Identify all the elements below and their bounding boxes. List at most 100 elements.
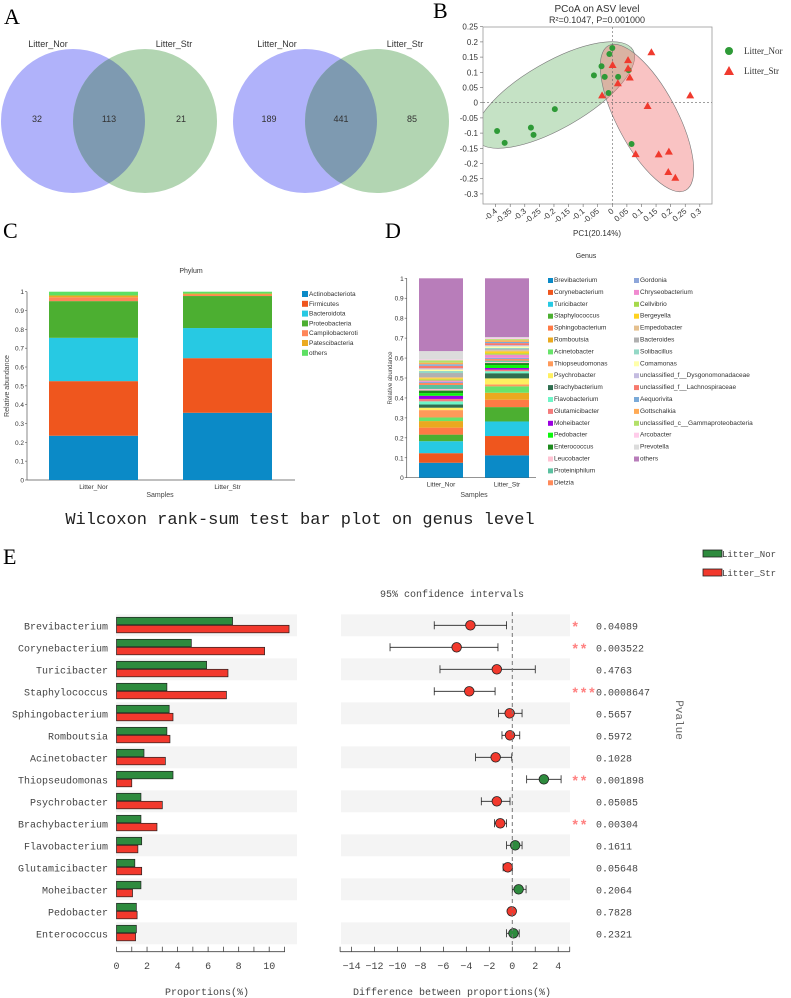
wilcoxon-plot: 95% confidence intervals Proportions(%) … [12, 549, 776, 998]
bar-segment-unclassified-f-dysgonomonadaceae [419, 368, 463, 370]
y-tick-label: 0.2 [15, 440, 24, 447]
genus-label: Flavobacterium [24, 841, 108, 853]
legend-label: Firmicutes [309, 301, 340, 308]
difference-point [491, 664, 503, 675]
legend-swatch [548, 313, 553, 319]
legend-label: Gordonia [640, 277, 667, 284]
legend-label: Corynebacterium [554, 289, 604, 296]
legend-label: unclassified_f__Lachnospiraceae [640, 384, 737, 391]
significance-stars: ** [571, 818, 588, 834]
legend-swatch [548, 456, 553, 462]
bar-segment-campilobacterota [183, 294, 272, 297]
y-tick-label: 0.5 [395, 376, 404, 383]
genus-label: Psychrobacter [30, 797, 108, 809]
x-tick-label: 0 [509, 962, 515, 973]
bar-litter-str [116, 866, 143, 876]
legend-label: Flavobacterium [554, 396, 598, 403]
table-row: Pedobacter 0.7828 [48, 902, 632, 919]
legend-label-nor: Litter_Nor [744, 46, 783, 56]
phylum-title: Phylum [179, 268, 203, 275]
y-tick-label: -0.3 [464, 190, 478, 199]
x-tick-label: 0 [606, 206, 616, 216]
genus-label: Romboutsia [48, 731, 108, 743]
bar-segment-firmicutes [183, 358, 272, 413]
table-row: Brachybacterium ** 0.00304 [18, 814, 638, 834]
bar-segment-others [485, 278, 529, 338]
bar-segment-prevotella [419, 351, 463, 360]
x-tick-label: 0.25 [671, 206, 689, 223]
table-row: Acinetobacter 0.1028 [30, 746, 632, 769]
legend-swatch [548, 480, 553, 486]
legend-swatch [634, 385, 639, 391]
y-tick-label: 0.8 [395, 316, 404, 323]
difference-xlabel: Difference between proportions(%) [353, 987, 551, 998]
bar-litter-str [116, 690, 227, 700]
y-tick-label: 0.3 [15, 421, 24, 428]
legend-swatch [302, 320, 308, 327]
point-litter-nor [494, 127, 501, 134]
bar-segment-bacteroidota [183, 328, 272, 359]
phylum-ylabel: Relative abundance [4, 355, 11, 417]
venn-label-nor: Litter_Nor [257, 39, 297, 49]
bar-segment-proteiniphilum [485, 360, 529, 362]
bar-segment-thiopseudomonas [485, 384, 529, 387]
pvalue-label: Pvalue [672, 700, 684, 740]
pcoa-subtitle: R²=0.1047, P=0.001000 [549, 15, 645, 25]
y-tick-label: -0.2 [464, 160, 478, 169]
legend-label: Leucobacter [554, 456, 591, 463]
legend-label-nor: Litter_Nor [722, 550, 776, 560]
x-tick-label: 4 [175, 962, 181, 973]
legend-swatch [548, 373, 553, 379]
difference-point [506, 906, 517, 917]
bar-segment-proteobacteria [49, 301, 138, 338]
table-row: Turicibacter 0.4763 [36, 658, 632, 681]
legend-swatch [634, 397, 639, 402]
point-litter-nor [598, 63, 605, 70]
y-tick-label: -0.25 [460, 175, 479, 184]
venn-count-shared: 441 [333, 114, 348, 124]
pvalue: 0.7828 [596, 908, 632, 919]
legend-swatch [548, 444, 553, 450]
point-litter-nor [601, 73, 608, 80]
difference-point [491, 796, 503, 807]
difference-point [508, 928, 519, 939]
bar-litter-nor [116, 924, 137, 934]
point-litter-nor [606, 51, 613, 58]
legend-label: Staphylococcus [554, 313, 600, 320]
x-tick-label: 0.15 [642, 206, 660, 223]
panel-label-e: E [3, 544, 16, 569]
bar-segment-psychrobacter [419, 407, 463, 411]
bar-segment-staphylococcus [419, 434, 463, 442]
bar-litter-nor [116, 792, 142, 802]
x-tick-label: 0.05 [612, 206, 630, 223]
pcoa-xlabel: PC1(20.14%) [573, 229, 621, 238]
legend-swatch [548, 289, 553, 295]
legend-swatch [548, 325, 553, 331]
legend-swatch [634, 456, 639, 462]
point-litter-str [598, 91, 607, 99]
row-band-right [341, 790, 570, 813]
confidence-ellipse-str [599, 43, 695, 193]
bar-segment-turicibacter [419, 441, 463, 454]
y-tick-label: 0.6 [395, 356, 404, 363]
y-tick-label: 0 [474, 99, 479, 108]
x-tick-label: 8 [236, 962, 242, 973]
legend-label: Prevotella [640, 444, 669, 451]
bar-segment-pedobacter [419, 393, 463, 396]
pvalue: 0.2321 [596, 930, 632, 941]
legend-label: Dietzia [554, 479, 574, 486]
legend-swatch [302, 300, 308, 307]
bar-segment-glutamicibacter [485, 369, 529, 372]
venn-count-nor: 32 [32, 114, 42, 124]
legend-label: others [309, 350, 328, 357]
y-tick-label: 1 [20, 289, 24, 296]
row-band-right [341, 702, 570, 725]
x-tick-label: Litter_Nor [427, 482, 456, 489]
y-tick-label: 0.1 [15, 459, 24, 466]
point-litter-str [664, 168, 673, 176]
x-tick-label: −14 [343, 962, 361, 973]
legend-swatch [548, 349, 553, 355]
legend-swatch [302, 340, 308, 346]
x-tick-label: Litter_Nor [79, 484, 108, 491]
y-tick-label: 0.15 [462, 53, 478, 62]
